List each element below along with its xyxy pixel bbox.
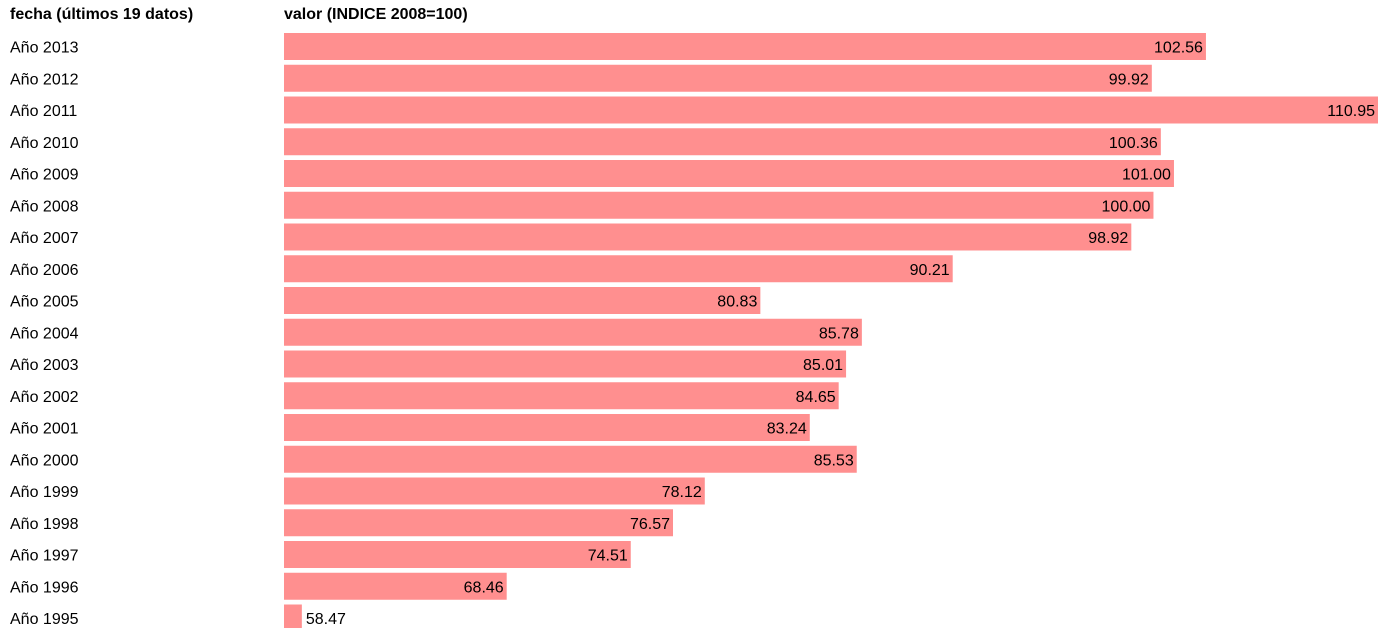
bar [284, 318, 862, 346]
category-label: Año 1996 [10, 579, 79, 596]
bar [284, 350, 847, 378]
bar [284, 414, 810, 441]
category-label: Año 2004 [10, 325, 79, 342]
value-label: 100.36 [1109, 135, 1158, 152]
category-label: Año 2006 [10, 262, 79, 279]
bar [284, 572, 507, 600]
category-label: Año 2013 [10, 40, 79, 57]
category-label: Año 1997 [10, 548, 79, 565]
date-column-header: fecha (últimos 19 datos) [10, 6, 194, 23]
value-column-header: valor (INDICE 2008=100) [284, 6, 468, 23]
value-label: 85.01 [803, 357, 843, 374]
value-label: 74.51 [588, 548, 628, 565]
value-label: 101.00 [1122, 167, 1171, 184]
bar [284, 33, 1206, 60]
value-label: 85.78 [819, 325, 859, 342]
value-label: 102.56 [1154, 40, 1203, 57]
bar [284, 255, 953, 283]
category-label: Año 1995 [10, 611, 79, 628]
value-label: 76.57 [630, 516, 670, 533]
category-label: Año 2010 [10, 135, 79, 152]
bar [284, 160, 1174, 187]
value-label: 68.46 [464, 579, 504, 596]
value-label: 100.00 [1102, 198, 1151, 215]
value-label: 58.47 [306, 611, 346, 628]
value-label: 83.24 [767, 421, 807, 438]
value-label: 98.92 [1088, 230, 1128, 247]
bar [284, 445, 857, 473]
category-label: Año 1998 [10, 516, 79, 533]
bar [284, 541, 631, 568]
value-label: 84.65 [796, 389, 836, 406]
value-label: 90.21 [910, 262, 950, 279]
value-label: 99.92 [1109, 71, 1149, 88]
bar [284, 509, 674, 537]
bar [284, 223, 1132, 251]
category-label: Año 2008 [10, 198, 79, 215]
bar [284, 477, 705, 505]
bar [284, 191, 1154, 219]
value-label: 85.53 [814, 452, 854, 469]
value-label: 110.95 [1327, 103, 1375, 120]
bar [284, 604, 302, 628]
category-label: Año 2007 [10, 230, 79, 247]
bar [284, 382, 839, 410]
category-label: Año 2000 [10, 452, 79, 469]
category-label: Año 2009 [10, 167, 79, 184]
bar [284, 287, 761, 314]
category-label: Año 1999 [10, 484, 79, 501]
bar [284, 128, 1161, 156]
category-label: Año 2011 [10, 103, 77, 120]
category-label: Año 2012 [10, 71, 79, 88]
category-label: Año 2001 [10, 421, 79, 438]
value-label: 80.83 [717, 294, 757, 311]
bar [284, 96, 1378, 124]
category-label: Año 2003 [10, 357, 79, 374]
value-label: 78.12 [662, 484, 702, 501]
category-label: Año 2002 [10, 389, 79, 406]
bar [284, 64, 1152, 92]
category-label: Año 2005 [10, 294, 79, 311]
